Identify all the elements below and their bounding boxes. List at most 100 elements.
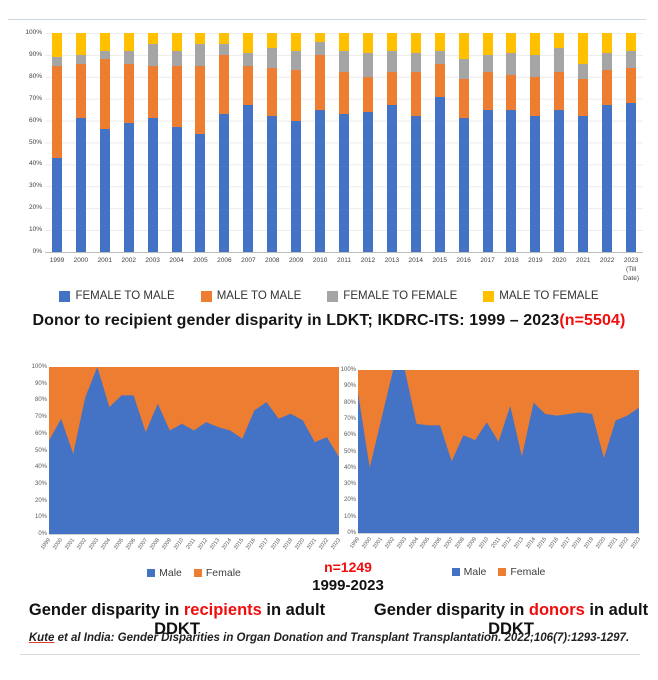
bar-segment-male-to-female (459, 33, 469, 59)
bar-segment-male-to-female (52, 33, 62, 57)
stacked-bar (291, 33, 301, 252)
area-plot (49, 367, 339, 534)
bar-column (380, 33, 404, 252)
x-tick-label: 2002 (117, 256, 141, 283)
figure-title-text: Donor to recipient gender disparity in L… (33, 312, 560, 329)
bar-segment-male-to-female (554, 33, 564, 48)
bar-column (93, 33, 117, 252)
y-tick-label: 10% (35, 514, 47, 520)
bar-column (547, 33, 571, 252)
x-tick-label: 2001 (93, 256, 117, 283)
legend-swatch (327, 291, 338, 302)
figure-page: { "page": { "title_black": "Donor to rec… (0, 0, 658, 680)
x-tick-label: 2017 (476, 256, 500, 283)
bar-segment-female-to-male (483, 110, 493, 252)
stacked-bar (435, 33, 445, 252)
bar-segment-female-to-female (172, 51, 182, 66)
bar-segment-male-to-female (100, 33, 110, 51)
bar-segment-male-to-male (124, 64, 134, 123)
stacked-bar (530, 33, 540, 252)
bar-segment-female-to-female (435, 51, 445, 64)
bar-segment-male-to-male (100, 59, 110, 129)
bar-segment-female-to-female (530, 55, 540, 77)
figure-title-n: (n=5504) (559, 312, 625, 329)
bar-segment-male-to-male (578, 79, 588, 116)
x-tick-label: 2000 (69, 256, 93, 283)
bar-column (595, 33, 619, 252)
bar-column (332, 33, 356, 252)
y-tick-label: 30% (344, 481, 356, 487)
y-tick-label: 80% (29, 74, 42, 81)
citation-author-link: Kute (29, 632, 55, 644)
y-axis-labels: 100%90%80%70%60%50%40%30%20%10%0% (22, 367, 47, 534)
x-tick-label: 2015 (428, 256, 452, 283)
bar-segment-female-to-male (315, 110, 325, 252)
bar-segment-male-to-female (363, 33, 373, 53)
caption-highlight: donors (529, 601, 585, 619)
stacked-bar (76, 33, 86, 252)
y-tick-label: 40% (29, 161, 42, 168)
y-tick-label: 0% (38, 531, 47, 537)
legend-swatch (483, 291, 494, 302)
y-tick-label: 40% (344, 465, 356, 471)
bar-segment-female-to-male (530, 116, 540, 252)
bottom-divider (20, 654, 640, 655)
legend-label: FEMALE TO MALE (75, 290, 174, 302)
y-tick-label: 50% (29, 140, 42, 147)
stacked-bar (411, 33, 421, 252)
bar-segment-female-to-female (602, 53, 612, 71)
sample-size-label: n=1249 (288, 559, 408, 575)
bar-segment-female-to-female (243, 53, 253, 66)
bar-segment-female-to-female (506, 53, 516, 75)
x-tick-label: 2023(TillDate) (619, 256, 643, 283)
bar-segment-female-to-male (554, 110, 564, 252)
y-tick-label: 20% (35, 498, 47, 504)
stacked-bar (267, 33, 277, 252)
bar-segment-male-to-male (483, 72, 493, 109)
x-tick-label: 2003 (141, 256, 165, 283)
bar-column (476, 33, 500, 252)
x-tick-label: 2007 (236, 256, 260, 283)
bar-segment-male-to-female (411, 33, 421, 53)
bar-segment-male-to-female (124, 33, 134, 51)
y-tick-label: 100% (341, 367, 356, 373)
legend-item: Female (194, 567, 241, 579)
x-tick-label: 2012 (356, 256, 380, 283)
bar-column (45, 33, 69, 252)
bar-segment-male-to-female (315, 33, 325, 42)
y-tick-label: 50% (344, 449, 356, 455)
legend-swatch (201, 291, 212, 302)
recipients-area-chart: 100%90%80%70%60%50%40%30%20%10%0% 199920… (22, 357, 340, 589)
x-tick-label: 2016 (452, 256, 476, 283)
bar-segment-female-to-male (602, 105, 612, 252)
legend-label: Female (206, 567, 241, 579)
stacked-bar (243, 33, 253, 252)
bar-segment-male-to-female (483, 33, 493, 55)
stacked-bar (52, 33, 62, 252)
bar-segment-male-to-female (387, 33, 397, 51)
legend-label: MALE TO FEMALE (499, 290, 598, 302)
bar-segment-female-to-female (100, 51, 110, 60)
legend-item: MALE TO MALE (201, 290, 302, 302)
y-tick-label: 60% (35, 431, 47, 437)
legend-item: MALE TO FEMALE (483, 290, 598, 302)
stacked-bar (124, 33, 134, 252)
y-tick-label: 100% (25, 30, 42, 37)
x-tick-label: 1999 (45, 256, 69, 283)
x-tick-label: 2014 (404, 256, 428, 283)
bar-segment-male-to-male (387, 72, 397, 105)
caption-text: Gender disparity in (29, 601, 184, 619)
stacked-bar (387, 33, 397, 252)
bar-segment-male-to-male (602, 70, 612, 105)
y-tick-label: 90% (29, 52, 42, 59)
bar-segment-male-to-male (411, 72, 421, 116)
x-tick-label: 2021 (571, 256, 595, 283)
bar-segment-female-to-female (554, 48, 564, 72)
bar-segment-male-to-male (243, 66, 253, 105)
bar-column (571, 33, 595, 252)
bar-segment-female-to-female (148, 44, 158, 66)
bar-segment-female-to-male (172, 127, 182, 252)
stacked-bar (219, 33, 229, 252)
plot-area (49, 367, 339, 535)
bar-column (500, 33, 524, 252)
